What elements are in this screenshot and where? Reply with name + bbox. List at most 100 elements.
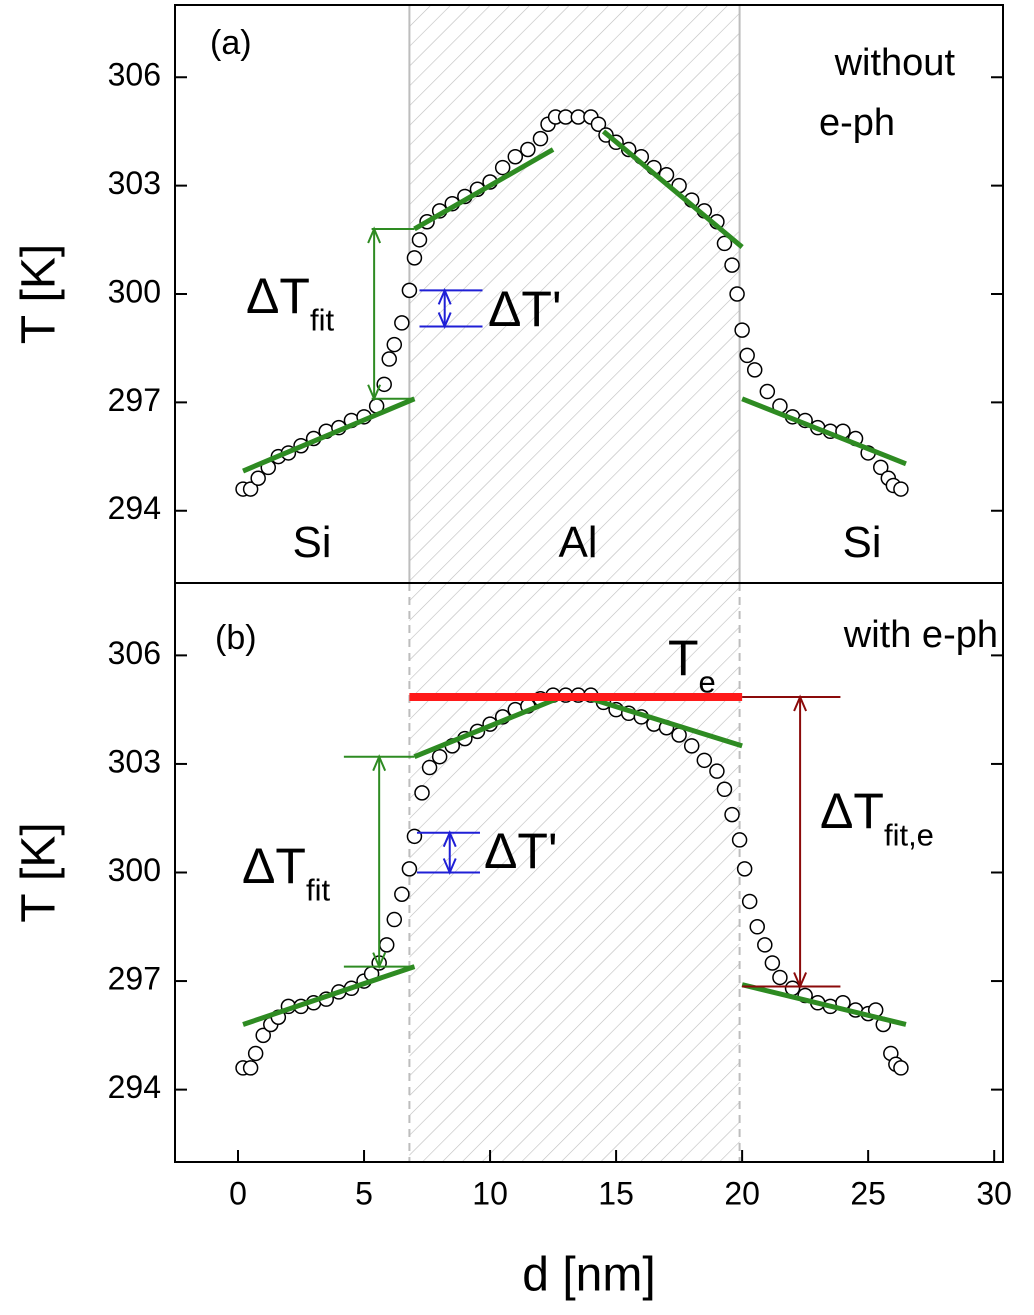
- data-point: [734, 322, 750, 338]
- annotation: ΔTfit: [246, 268, 334, 337]
- annotation-text: with e-ph: [843, 614, 998, 656]
- data-point: [406, 250, 423, 266]
- data-point: [741, 893, 758, 910]
- data-point: [242, 1060, 259, 1076]
- annotation-text: ΔT: [820, 783, 884, 839]
- data-point: [716, 781, 733, 798]
- x-tick-label: 15: [598, 1175, 634, 1211]
- arrow-head: [793, 972, 808, 990]
- data-point: [376, 376, 392, 393]
- data-point: [411, 232, 428, 248]
- annotation: ΔTfit,e: [820, 783, 934, 852]
- annotation: (a): [210, 24, 252, 62]
- data-point: [247, 1045, 264, 1062]
- data-point: [716, 235, 733, 252]
- annotation-text: (b): [215, 619, 257, 657]
- arrow-head: [367, 384, 382, 402]
- x-tick-label: 30: [976, 1175, 1012, 1211]
- arrow-head: [437, 312, 452, 330]
- arrow-head: [372, 952, 387, 970]
- data-point: [590, 116, 607, 132]
- arrow-head: [793, 694, 808, 712]
- fit-line: [413, 692, 567, 760]
- y-tick-label: 297: [108, 382, 161, 418]
- data-point: [724, 257, 740, 273]
- y-tick-label: 300: [108, 852, 161, 888]
- arrow-head: [442, 858, 457, 876]
- data-point: [746, 362, 763, 378]
- annotation: e-ph: [819, 102, 895, 144]
- data-point: [893, 1060, 909, 1076]
- y-tick-label: 303: [108, 743, 161, 779]
- annotation-text: Si: [842, 518, 881, 567]
- data-point: [739, 347, 755, 364]
- annotation-subscript: fit: [310, 303, 335, 338]
- annotation-subscript: fit,e: [884, 818, 934, 853]
- data-point: [520, 141, 536, 158]
- annotation: ΔT': [484, 823, 558, 879]
- x-axis-label: d [nm]: [522, 1249, 655, 1302]
- data-point: [507, 148, 524, 165]
- annotation-text: e-ph: [819, 102, 895, 144]
- annotation-text: Al: [558, 518, 597, 567]
- data-point: [683, 738, 700, 754]
- fit-line: [601, 129, 744, 249]
- x-tick-label: 20: [724, 1175, 760, 1211]
- annotation: with e-ph: [843, 614, 998, 656]
- y-tick-label: 306: [108, 635, 161, 671]
- y-tick-label: 294: [108, 1069, 161, 1105]
- fit-line: [242, 396, 416, 474]
- annotation-text: without: [834, 42, 956, 84]
- data-point: [749, 919, 765, 935]
- fit-line: [590, 696, 743, 749]
- data-point: [724, 806, 740, 823]
- data-point: [421, 759, 438, 776]
- data-point: [729, 286, 745, 302]
- data-point: [381, 351, 397, 367]
- y-tick-label: 303: [108, 165, 161, 201]
- fit-line: [413, 147, 555, 232]
- data-point: [394, 886, 410, 902]
- y-tick-label: 294: [108, 490, 161, 526]
- arrow-head: [442, 830, 457, 848]
- annotation: Si: [842, 518, 881, 567]
- y-tick-label: 306: [108, 57, 161, 93]
- arrow-head: [367, 226, 382, 244]
- y-axis-label: T [K]: [13, 822, 66, 922]
- annotation-subscript: fit: [306, 873, 331, 908]
- annotation-text: ΔT: [246, 268, 310, 324]
- data-point: [759, 383, 776, 400]
- annotation: Si: [292, 518, 331, 567]
- annotation: ΔTfit: [242, 838, 330, 907]
- data-point: [736, 861, 753, 877]
- data-point: [709, 763, 725, 779]
- x-tick-label: 5: [355, 1175, 373, 1211]
- annotation: without: [834, 42, 956, 84]
- data-point: [757, 937, 773, 953]
- x-tick-label: 25: [850, 1175, 886, 1211]
- annotation-subscript: e: [699, 665, 716, 700]
- annotation-text: ΔT: [242, 838, 306, 894]
- y-tick-label: 300: [108, 273, 161, 309]
- region: [409, 5, 740, 583]
- annotation-text: ΔT': [488, 281, 562, 337]
- y-tick-label: 297: [108, 961, 161, 997]
- arrow-head: [372, 754, 387, 772]
- data-point: [414, 785, 430, 801]
- fit-line: [741, 396, 907, 467]
- arrow-head: [437, 287, 452, 305]
- data-point: [386, 911, 403, 928]
- data-point: [401, 861, 418, 877]
- annotation-text: T: [668, 630, 699, 686]
- x-tick-label: 10: [472, 1175, 508, 1211]
- fit-line: [741, 982, 907, 1027]
- data-point: [401, 282, 418, 299]
- data-point: [764, 955, 781, 971]
- annotation: ΔT': [488, 281, 562, 337]
- data-point: [255, 1027, 271, 1044]
- y-axis-label: T [K]: [13, 244, 66, 344]
- data-point: [532, 130, 549, 147]
- data-point: [406, 828, 423, 845]
- annotation-text: ΔT': [484, 823, 558, 879]
- data-point: [378, 937, 395, 953]
